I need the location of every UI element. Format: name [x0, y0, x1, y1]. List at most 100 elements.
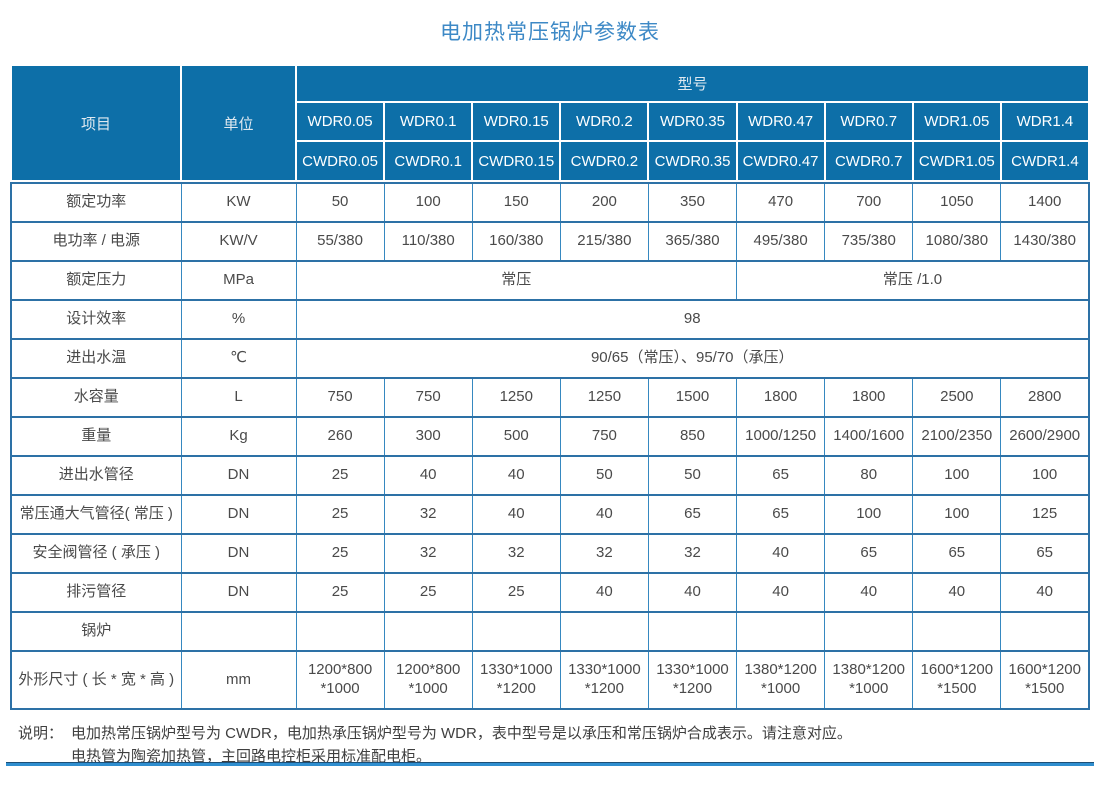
table-row: 排污管径 DN 25 25 25 40 40 40 40 40 40 — [10, 572, 1090, 613]
value-cell: 2800 — [1000, 377, 1090, 418]
value-cell: 40 — [383, 455, 473, 496]
value-cell: 1380*1200 *1000 — [824, 650, 914, 710]
unit-header: 单位 — [180, 64, 297, 182]
page-title: 电加热常压锅炉参数表 — [440, 21, 660, 44]
value-cell: 50 — [295, 182, 385, 223]
value-cell: 40 — [471, 494, 561, 535]
model-group-header: 型号 — [295, 64, 1090, 103]
parameter-table-header: 项目 单位 型号 WDR0.05 WDR0.1 WDR0.15 WDR0.2 WDR0.… — [10, 64, 1091, 182]
footnote: 说明： 电加热常压锅炉型号为 CWDR，电加热承压锅炉型号为 WDR，表中型号是… — [18, 722, 1100, 769]
unit-cell — [180, 611, 297, 652]
value-cell: 32 — [383, 533, 473, 574]
value-cell: 40 — [736, 533, 826, 574]
table-row: 安全阀管径 ( 承压 ) DN 25 32 32 32 32 40 65 65 65 — [10, 533, 1090, 574]
value-cell: 55/380 — [295, 221, 385, 262]
unit-cell: DN — [180, 572, 297, 613]
row-label: 进出水温 — [10, 338, 182, 379]
unit-cell: Kg — [180, 416, 297, 457]
table-row: 重量 Kg 260 300 500 750 850 1000/1250 1400/1600 210… — [10, 416, 1090, 457]
value-cell: 1600*1200 *1500 — [1000, 650, 1090, 710]
row-label: 设计效率 — [10, 299, 182, 340]
value-cell: 1080/380 — [912, 221, 1002, 262]
row-label: 常压通大气管径( 常压 ) — [10, 494, 182, 535]
model-row-wdr: WDR0.05 WDR0.1 WDR0.15 WDR0.2 WDR0.35 WDR0.47… — [11, 101, 1091, 142]
value-cell: 735/380 — [824, 221, 914, 262]
model-header-cell: CWDR0.1 — [383, 140, 474, 182]
value-span-cell: 常压 — [295, 260, 738, 301]
model-header-cell: WDR0.47 — [735, 101, 826, 142]
row-label: 进出水管径 — [10, 455, 182, 496]
unit-cell: DN — [180, 533, 297, 574]
table-row: 锅炉 — [10, 611, 1090, 652]
value-cell: 1430/380 — [1000, 221, 1090, 262]
row-label: 锅炉 — [10, 611, 182, 652]
value-cell: 40 — [824, 572, 914, 613]
model-header-cell: WDR0.2 — [559, 101, 650, 142]
row-label: 水容量 — [10, 377, 182, 418]
value-cell: 100 — [1000, 455, 1090, 496]
model-header-cell: WDR0.05 — [294, 101, 386, 142]
bottom-divider — [6, 762, 1094, 766]
value-span-cell: 常压 /1.0 — [736, 260, 1090, 301]
value-cell: 40 — [559, 572, 649, 613]
value-cell: 25 — [383, 572, 473, 613]
table-row: 常压通大气管径( 常压 ) DN 25 32 40 40 65 65 100 100 125 — [10, 494, 1090, 535]
value-cell: 1800 — [736, 377, 826, 418]
model-header-cell: CWDR0.35 — [647, 140, 738, 182]
model-header-cell: CWDR1.4 — [999, 140, 1091, 182]
model-header-cell: CWDR0.15 — [471, 140, 562, 182]
value-cell: 500 — [471, 416, 561, 457]
value-cell: 50 — [559, 455, 649, 496]
footnote-label: 说明： — [18, 725, 64, 742]
value-cell: 1400/1600 — [824, 416, 914, 457]
unit-cell: L — [180, 377, 297, 418]
footnote-line: 电加热常压锅炉型号为 CWDR，电加热承压锅炉型号为 WDR，表中型号是以承压和… — [71, 725, 852, 742]
value-cell: 40 — [559, 494, 649, 535]
value-cell: 1330*1000 *1200 — [647, 650, 738, 710]
value-cell — [559, 611, 649, 652]
value-cell: 80 — [824, 455, 914, 496]
value-cell — [912, 611, 1002, 652]
value-cell: 32 — [383, 494, 473, 535]
value-cell: 1200*800 *1000 — [383, 650, 473, 710]
value-cell: 260 — [295, 416, 385, 457]
value-cell: 1330*1000 *1200 — [471, 650, 561, 710]
table-row: 电功率 / 电源 KW/V 55/380 110/380 160/380 215/380 3… — [10, 221, 1090, 262]
value-cell: 125 — [1000, 494, 1090, 535]
value-span-cell: 98 — [295, 299, 1090, 340]
value-cell: 65 — [1000, 533, 1090, 574]
value-cell: 65 — [912, 533, 1002, 574]
footnote-lines: 电加热常压锅炉型号为 CWDR，电加热承压锅炉型号为 WDR，表中型号是以承压和… — [71, 722, 852, 769]
value-cell: 1250 — [471, 377, 561, 418]
value-cell: 1050 — [912, 182, 1002, 223]
value-cell: 1800 — [824, 377, 914, 418]
value-cell: 100 — [912, 494, 1002, 535]
value-cell: 100 — [824, 494, 914, 535]
value-cell: 1250 — [559, 377, 649, 418]
value-cell: 100 — [912, 455, 1002, 496]
unit-cell: DN — [180, 455, 297, 496]
value-cell: 25 — [295, 494, 385, 535]
row-label: 电功率 / 电源 — [10, 221, 182, 262]
value-cell: 1380*1200 *1000 — [736, 650, 826, 710]
value-cell: 40 — [647, 572, 738, 613]
parameter-table-body: 额定功率 KW 50 100 150 200 350 470 700 1050 1400 电功率 / … — [10, 182, 1090, 710]
value-cell: 1000/1250 — [736, 416, 826, 457]
value-cell: 32 — [647, 533, 738, 574]
unit-cell: ℃ — [180, 338, 297, 379]
row-label: 外形尺寸 ( 长 * 宽 * 高 ) — [10, 650, 182, 710]
value-cell: 850 — [647, 416, 738, 457]
model-header-cell: WDR1.4 — [999, 101, 1091, 142]
value-cell: 1200*800 *1000 — [295, 650, 385, 710]
table-row: 进出水温 ℃ 90/65（常压）、95/70（承压） — [10, 338, 1090, 379]
value-cell: 100 — [383, 182, 473, 223]
value-cell: 32 — [471, 533, 561, 574]
row-label: 重量 — [10, 416, 182, 457]
model-header-cell: CWDR0.05 — [294, 140, 386, 182]
value-cell — [295, 611, 385, 652]
value-cell: 150 — [471, 182, 561, 223]
row-label: 额定功率 — [10, 182, 182, 223]
model-header-cell: WDR0.1 — [383, 101, 474, 142]
model-header-cell: CWDR0.7 — [823, 140, 914, 182]
